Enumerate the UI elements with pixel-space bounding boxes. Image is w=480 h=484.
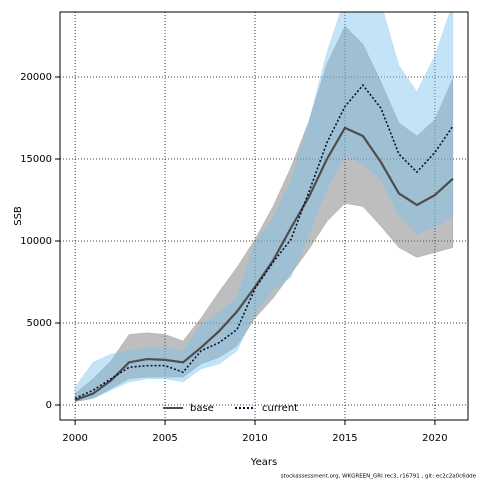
series-line (74, 126, 454, 402)
confidence-band (74, 25, 454, 403)
x-tick-label: 2010 (242, 433, 267, 444)
y-tick-label: 10000 (20, 236, 52, 247)
x-axis-label: Years (250, 457, 277, 468)
y-axis-label: SSB (13, 206, 24, 226)
x-tick-label: 2020 (422, 433, 447, 444)
plot-frame (59, 11, 469, 421)
y-tick-label: 15000 (20, 154, 52, 165)
y-tick-label: 5000 (27, 318, 52, 329)
y-tick-label: 20000 (20, 72, 52, 83)
legend-label: base (190, 403, 214, 414)
x-tick-label: 2015 (332, 433, 357, 444)
series-line (74, 83, 454, 400)
x-tick-label: 2005 (152, 433, 177, 444)
caption: stockassessment.org, WKGREEN_GRI rec3, r… (281, 474, 477, 480)
plot-area (60, 12, 468, 420)
x-tick-label: 2000 (62, 433, 87, 444)
legend-label: current (262, 403, 298, 414)
confidence-band (74, 12, 454, 403)
y-tick-label: 0 (46, 400, 52, 411)
